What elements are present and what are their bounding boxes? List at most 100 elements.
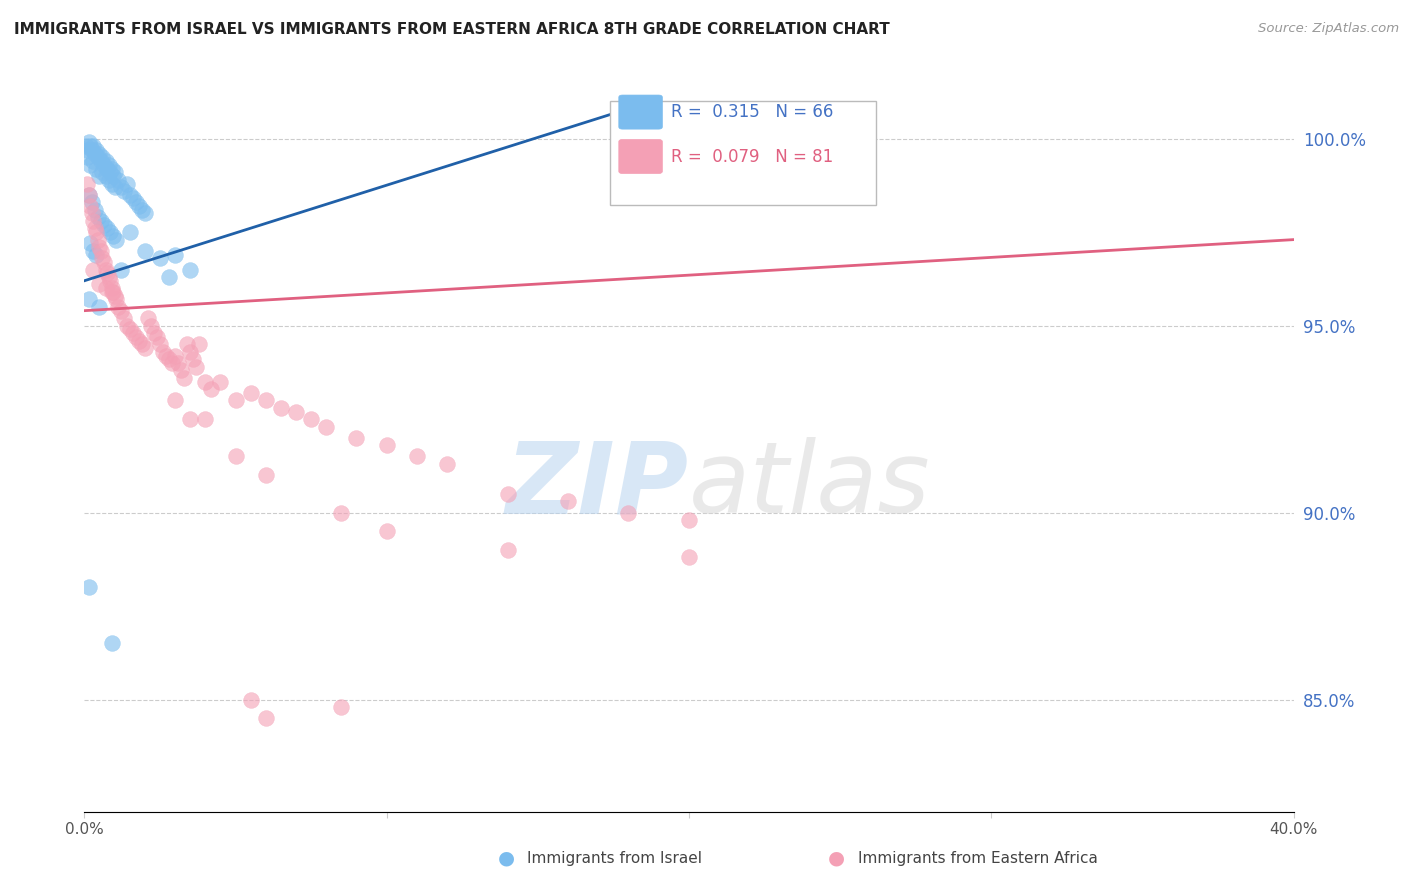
Point bbox=[104, 180, 127, 194]
Point bbox=[107, 300, 129, 314]
Point bbox=[285, 404, 308, 418]
Point bbox=[346, 431, 368, 445]
Point bbox=[118, 187, 141, 202]
Point bbox=[94, 262, 117, 277]
Point bbox=[79, 139, 101, 153]
Point bbox=[82, 244, 104, 258]
Text: atlas: atlas bbox=[689, 437, 931, 534]
Point bbox=[173, 371, 195, 385]
Point bbox=[157, 270, 180, 285]
Point bbox=[84, 202, 107, 217]
Point bbox=[76, 177, 98, 191]
Point bbox=[96, 161, 118, 176]
Point bbox=[86, 143, 108, 157]
Point bbox=[299, 412, 322, 426]
Point bbox=[194, 375, 217, 389]
Point bbox=[87, 233, 110, 247]
Point bbox=[100, 285, 122, 299]
Point bbox=[80, 143, 103, 157]
Point bbox=[84, 221, 107, 235]
Point bbox=[101, 228, 124, 243]
Point bbox=[107, 173, 129, 187]
Point bbox=[118, 322, 141, 336]
Point bbox=[678, 513, 700, 527]
Point bbox=[76, 150, 98, 164]
Point bbox=[165, 247, 187, 261]
Point bbox=[118, 225, 141, 239]
Point bbox=[87, 210, 110, 224]
Point bbox=[76, 143, 98, 157]
Point bbox=[110, 180, 132, 194]
Point bbox=[110, 262, 132, 277]
Point bbox=[209, 375, 232, 389]
Point bbox=[93, 218, 115, 232]
Point bbox=[91, 165, 114, 179]
Point bbox=[134, 206, 156, 220]
Point bbox=[146, 330, 169, 344]
Point bbox=[104, 289, 127, 303]
Point bbox=[91, 150, 114, 164]
Point bbox=[136, 311, 159, 326]
Point bbox=[100, 636, 122, 650]
Point bbox=[96, 266, 118, 280]
Point bbox=[84, 146, 107, 161]
Point bbox=[86, 247, 108, 261]
Point bbox=[80, 206, 103, 220]
Text: ●: ● bbox=[498, 848, 515, 868]
Point bbox=[89, 169, 111, 183]
Point bbox=[82, 262, 104, 277]
Point bbox=[167, 356, 190, 370]
Point bbox=[79, 199, 101, 213]
Point bbox=[77, 187, 100, 202]
Point bbox=[254, 393, 277, 408]
Point bbox=[94, 154, 117, 169]
Point bbox=[90, 154, 112, 169]
Point bbox=[134, 244, 156, 258]
Point bbox=[97, 173, 120, 187]
Point bbox=[239, 692, 262, 706]
Point bbox=[678, 550, 700, 565]
Point bbox=[617, 506, 640, 520]
Point bbox=[77, 136, 100, 150]
Point bbox=[97, 158, 120, 172]
Point bbox=[121, 192, 143, 206]
Point bbox=[194, 412, 217, 426]
Point bbox=[79, 158, 101, 172]
Point bbox=[89, 277, 111, 292]
Point bbox=[128, 334, 150, 348]
Point bbox=[134, 341, 156, 355]
Point bbox=[79, 236, 101, 251]
Point bbox=[155, 349, 177, 363]
Point bbox=[165, 349, 187, 363]
Point bbox=[90, 244, 112, 258]
Point bbox=[375, 438, 398, 452]
Point bbox=[139, 318, 162, 333]
Point bbox=[179, 412, 201, 426]
Point bbox=[87, 150, 110, 164]
Point bbox=[101, 169, 124, 183]
Point bbox=[254, 711, 277, 725]
Point bbox=[254, 468, 277, 483]
Point bbox=[157, 352, 180, 367]
Point bbox=[112, 311, 135, 326]
Point bbox=[200, 382, 222, 396]
Point bbox=[110, 303, 132, 318]
Point bbox=[86, 161, 108, 176]
Point bbox=[179, 344, 201, 359]
Point bbox=[105, 233, 128, 247]
Point bbox=[86, 225, 108, 239]
Point bbox=[125, 195, 148, 210]
Point bbox=[90, 214, 112, 228]
Point bbox=[125, 330, 148, 344]
Point bbox=[93, 158, 115, 172]
Point bbox=[77, 187, 100, 202]
Point bbox=[100, 281, 122, 295]
Point bbox=[270, 401, 292, 415]
Point bbox=[131, 337, 153, 351]
Point bbox=[115, 318, 138, 333]
Text: ●: ● bbox=[828, 848, 845, 868]
Point bbox=[315, 419, 337, 434]
Point bbox=[149, 337, 172, 351]
Point bbox=[77, 293, 100, 307]
Text: R =  0.315   N = 66: R = 0.315 N = 66 bbox=[671, 103, 834, 121]
